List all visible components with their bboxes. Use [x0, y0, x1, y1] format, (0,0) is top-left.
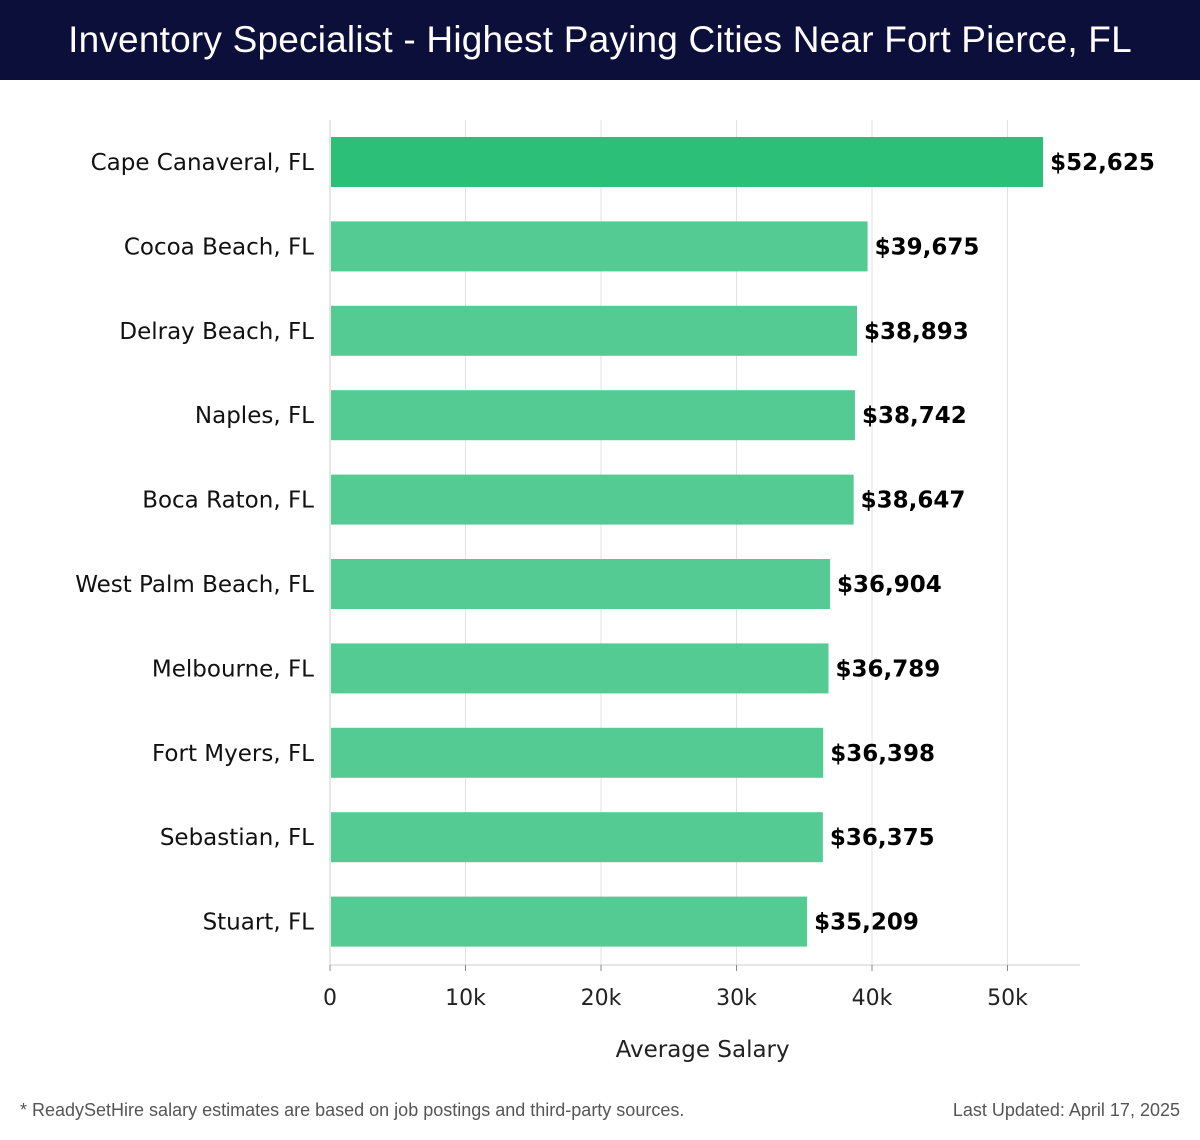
value-label: $38,742	[862, 403, 967, 429]
category-label: Naples, FL	[195, 403, 314, 429]
value-label: $35,209	[814, 910, 919, 936]
value-label: $36,398	[830, 741, 935, 767]
category-label: Melbourne, FL	[152, 656, 314, 682]
x-tick-label: 10k	[445, 986, 486, 1011]
category-label: Cocoa Beach, FL	[124, 234, 314, 260]
x-tick-label: 50k	[987, 986, 1028, 1011]
bar	[331, 137, 1044, 187]
bar	[331, 221, 868, 272]
x-tick-label: 30k	[716, 986, 757, 1011]
category-label: Sebastian, FL	[160, 825, 314, 851]
value-label: $38,893	[864, 319, 969, 345]
value-label: $38,647	[861, 488, 966, 514]
bar	[331, 305, 858, 356]
category-label: Cape Canaveral, FL	[91, 150, 315, 176]
bar	[331, 390, 855, 441]
category-label: West Palm Beach, FL	[75, 572, 314, 598]
bar	[331, 727, 824, 778]
bar	[331, 559, 831, 609]
bar	[331, 643, 829, 694]
category-label: Delray Beach, FL	[119, 319, 314, 345]
category-label: Boca Raton, FL	[142, 488, 314, 514]
bar	[331, 812, 823, 863]
chart-title: Inventory Specialist - Highest Paying Ci…	[68, 19, 1132, 60]
x-tick-label: 20k	[581, 986, 622, 1011]
bar	[331, 474, 854, 525]
value-label: $36,789	[835, 656, 940, 682]
value-label: $39,675	[875, 234, 980, 260]
last-updated: Last Updated: April 17, 2025	[952, 1100, 1180, 1120]
x-tick-label: 0	[323, 986, 337, 1011]
x-tick-label: 40k	[852, 986, 893, 1011]
x-axis-title: Average Salary	[616, 1037, 790, 1063]
bar-chart: 0 10k 20k 30k 40k 50k Average Salary Cape Canav…	[75, 120, 1155, 1063]
bar	[331, 896, 808, 947]
category-label: Stuart, FL	[203, 910, 315, 936]
value-label: $36,904	[837, 572, 942, 598]
value-label: $52,625	[1050, 150, 1155, 176]
chart-header: Inventory Specialist - Highest Paying Ci…	[0, 0, 1200, 80]
value-label: $36,375	[830, 825, 935, 851]
footer-note: * ReadySetHire salary estimates are base…	[20, 1100, 685, 1120]
category-label: Fort Myers, FL	[152, 741, 314, 767]
